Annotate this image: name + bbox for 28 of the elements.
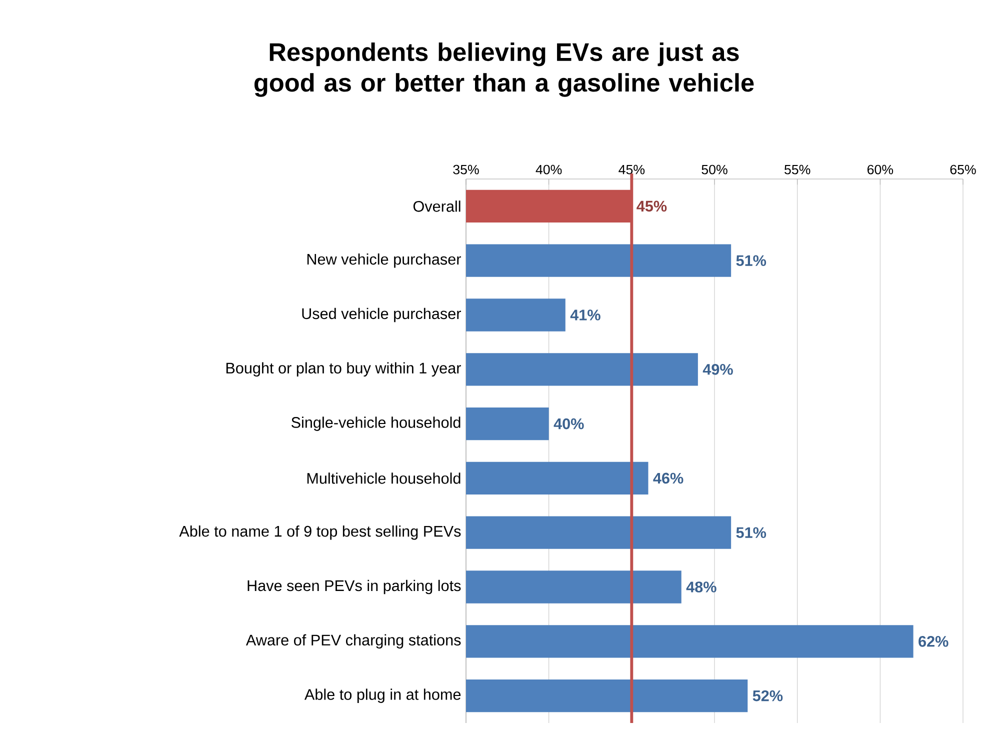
- chart-title: Respondents believing EVs are just as good as or better than a gasoline vehicle: [254, 42, 754, 97]
- data-label: 46%: [653, 472, 684, 484]
- y-tick-label: Used vehicle purchaser: [302, 308, 461, 322]
- data-label: 62%: [918, 636, 948, 647]
- data-label: 45%: [636, 200, 667, 212]
- data-label: 51%: [736, 255, 766, 266]
- x-tick-label: 50%: [702, 164, 728, 174]
- data-label: 41%: [570, 310, 600, 320]
- data-label: 51%: [736, 527, 766, 538]
- y-tick-label: Bought or plan to buy within 1 year: [226, 362, 461, 377]
- y-tick-label: Able to name 1 of 9 top best selling PEVs: [179, 525, 461, 540]
- x-tick-label: 35%: [453, 164, 479, 174]
- y-tick-label: Able to plug in at home: [304, 688, 461, 703]
- y-tick-label: New vehicle purchaser: [307, 253, 461, 268]
- x-tick-label: 55%: [784, 164, 810, 174]
- data-label: 48%: [686, 582, 716, 592]
- x-tick-label: 60%: [867, 164, 894, 174]
- y-tick-label: Overall: [413, 200, 460, 212]
- x-tick-label: 65%: [950, 164, 976, 174]
- y-tick-label: Aware of PEV charging stations: [246, 634, 461, 649]
- y-tick-label: Multivehicle household: [307, 472, 460, 484]
- data-label: 52%: [752, 690, 783, 702]
- x-tick-label: 45%: [618, 164, 645, 174]
- y-tick-label: Have seen PEVs in parking lots: [248, 580, 461, 594]
- data-label: 49%: [702, 364, 733, 375]
- x-tick-label: 40%: [536, 164, 562, 174]
- data-label: 40%: [554, 418, 584, 430]
- y-tick-label: Single-vehicle household: [291, 416, 460, 431]
